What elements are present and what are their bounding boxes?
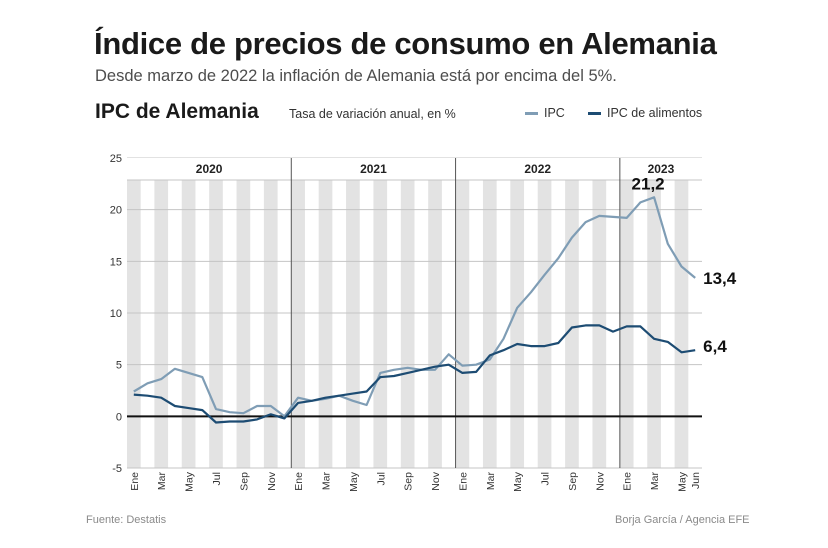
peak-label: 21,2 [632,174,665,193]
month-band [428,180,442,468]
month-band [181,180,196,468]
x-tick-label: Ene [622,472,634,491]
month-band [537,180,552,468]
x-tick-label: Mar [156,472,168,491]
month-band [318,180,333,468]
y-tick-label: 0 [116,411,122,423]
end-label-ipc: 13,4 [703,269,737,288]
y-tick-label: -5 [112,463,122,475]
y-tick-label: 20 [110,205,122,217]
x-tick-label: Mar [321,472,333,491]
chart-subtitle: Desde marzo de 2022 la inflación de Alem… [95,67,617,85]
x-tick-label: Sep [567,472,579,491]
credit-note: Borja García / Agencia EFE [615,514,750,526]
x-tick-label: Sep [403,472,415,491]
x-tick-label: May [184,471,196,492]
year-header-band [127,158,702,180]
legend-food-label: IPC de alimentos [607,106,703,120]
chart-unit-label: Tasa de variación anual, en % [289,107,456,121]
y-tick-label: 10 [110,308,122,320]
chart-main-title: Índice de precios de consumo en Alemania [94,26,717,61]
x-tick-label: May [348,471,360,492]
year-label: 2021 [360,162,387,176]
month-band [236,180,251,468]
series-line-ipc [133,196,696,418]
legend-ipc: IPC [525,106,565,120]
x-tick-label: Ene [129,472,141,491]
x-tick-label: Jul [375,472,387,485]
x-tick-label: Nov [594,471,606,490]
legend-food-swatch [588,111,601,115]
x-tick-label: Sep [238,472,250,491]
series-line-food [133,324,696,424]
month-band [674,180,689,468]
month-band [400,180,415,468]
x-tick-label: Jul [540,472,552,485]
legend-ipc-swatch [525,111,538,115]
x-tick-label: Jun [690,472,702,489]
month-band [565,180,579,468]
x-tick-label: May [512,471,524,492]
month-band [647,180,661,468]
month-band [592,180,607,468]
x-tick-label: Nov [266,471,278,490]
end-label-food: 6,4 [703,337,727,356]
legend-food: IPC de alimentos [588,106,702,120]
month-band [346,180,360,468]
month-band [510,180,525,468]
legend-ipc-label: IPC [544,106,565,120]
x-tick-label: May [676,471,688,492]
month-band [209,180,223,468]
x-tick-label: Mar [649,472,661,491]
y-tick-label: 25 [110,153,122,165]
month-band [455,180,470,468]
month-band [619,180,634,468]
chart-title: IPC de Alemania [95,100,259,123]
year-label: 2022 [524,162,551,176]
x-tick-label: Jul [211,472,223,485]
y-tick-label: 5 [116,360,122,372]
x-tick-label: Ene [457,472,469,491]
x-tick-label: Mar [485,472,497,491]
source-note: Fuente: Destatis [86,514,167,526]
x-tick-label: Nov [430,471,442,490]
year-label: 2020 [196,162,223,176]
month-band [263,180,278,468]
month-band [154,180,169,468]
month-band [482,180,497,468]
y-tick-label: 15 [110,256,122,268]
month-band [291,180,305,468]
month-band [373,180,388,468]
year-label: 2023 [648,162,675,176]
month-band [127,180,141,468]
x-tick-label: Ene [293,472,305,491]
